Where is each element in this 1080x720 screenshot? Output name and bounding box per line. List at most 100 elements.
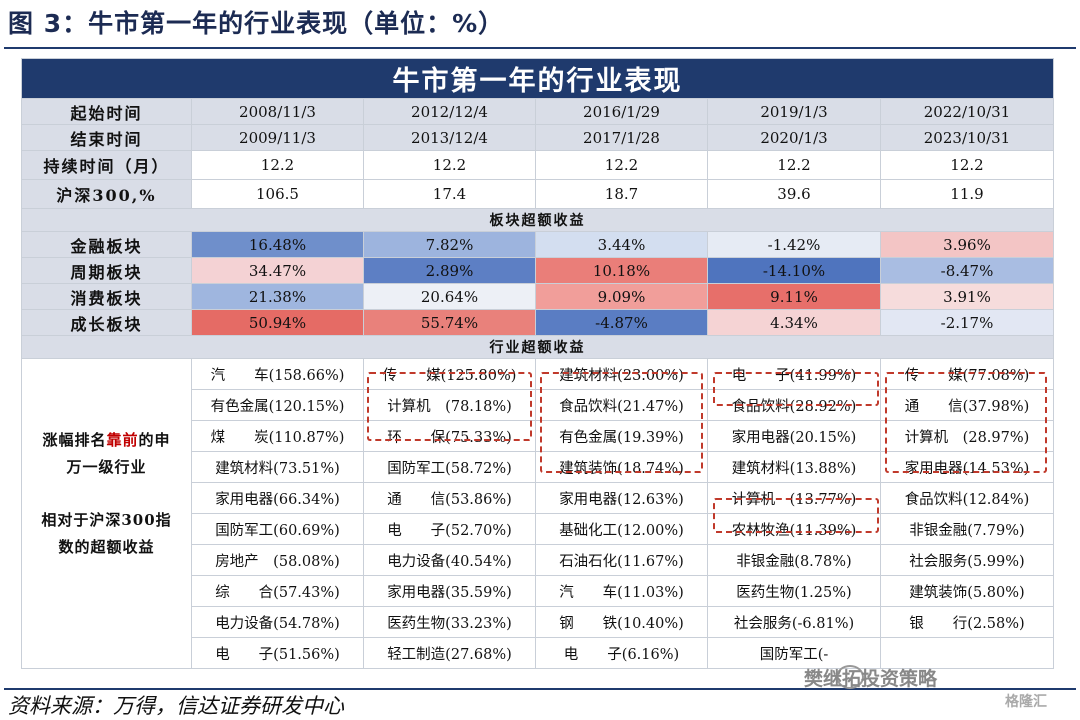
start-label: 起始时间	[21, 98, 192, 125]
industry-row: 国防军工(60.69%) 电 子(52.70%) 基础化工(12.00%) 农林牧渔(…	[22, 513, 1054, 545]
industry-cell: 电力设备(54.78%)	[191, 606, 364, 638]
industry-cell: 石油石化(11.67%)	[535, 544, 708, 576]
sector-row: 成长板块 50.94% 55.74% -4.87% 4.34% -2.17%	[21, 309, 1054, 336]
duration-label: 持续时间（月）	[21, 150, 192, 180]
industry-cell: 国防军工(58.72%)	[363, 451, 536, 483]
side-line1b: 的申	[138, 430, 171, 449]
industry-cell: 银 行(2.58%)	[880, 606, 1054, 638]
hs300-cell: 39.6	[707, 179, 881, 209]
hs300-cell: 11.9	[880, 179, 1054, 209]
sector-value-cell: -8.47%	[880, 257, 1054, 284]
start-cell: 2022/10/31	[880, 98, 1054, 125]
sector-row: 周期板块 34.47% 2.89% 10.18% -14.10% -8.47%	[21, 257, 1054, 284]
industry-cell: 家用电器(35.59%)	[363, 575, 536, 607]
industry-cell: 计算机 (28.97%)	[880, 420, 1054, 452]
sector-rows: 金融板块 16.48% 7.82% 3.44% -1.42% 3.96% 周期板块 34.47…	[21, 231, 1054, 336]
industry-row: 房地产 (58.08%) 电力设备(40.54%) 石油石化(11.67%) 非银金融…	[22, 544, 1054, 576]
industry-cell	[880, 637, 1054, 669]
industry-rows: 涨幅排名靠前的申万一级行业相对于沪深300指 数的超额收益 汽 车(158.66%)…	[21, 358, 1054, 669]
sector-row: 消费板块 21.38% 20.64% 9.09% 9.11% 3.91%	[21, 283, 1054, 310]
industry-cell: 医药生物(33.23%)	[363, 606, 536, 638]
industry-cell: 钢 铁(10.40%)	[535, 606, 708, 638]
duration-cell: 12.2	[707, 150, 881, 180]
industry-cell: 煤 炭(110.87%)	[191, 420, 364, 452]
industry-cell: 电力设备(40.54%)	[363, 544, 536, 576]
watermark-logo: 格隆汇	[1005, 694, 1047, 710]
industry-cell: 家用电器(66.34%)	[191, 482, 364, 514]
industry-cell: 社会服务(-6.81%)	[707, 606, 881, 638]
industry-cell: 环 保(75.33%)	[363, 420, 536, 452]
industry-row: 涨幅排名靠前的申万一级行业相对于沪深300指 数的超额收益 汽 车(158.66%)…	[21, 358, 1054, 669]
sector-value-cell: -4.87%	[535, 309, 708, 336]
side-line2: 万一级行业	[66, 457, 147, 476]
industry-cell: 社会服务(5.99%)	[880, 544, 1054, 576]
industry-cell: 轻工制造(27.68%)	[363, 637, 536, 669]
duration-cell: 12.2	[363, 150, 536, 180]
figure-title: 图 3：牛市第一年的行业表现（单位：%）	[8, 9, 505, 38]
industry-row: 电 子(51.56%) 轻工制造(27.68%) 电 子(6.16%) 国防军工(-	[22, 637, 1054, 669]
top-rule	[4, 47, 1076, 49]
industry-cell: 国防军工(-	[707, 637, 881, 669]
start-cell: 2019/1/3	[707, 98, 881, 125]
side-line4: 数的超额收益	[58, 537, 155, 556]
industry-cell: 建筑材料(73.51%)	[191, 451, 364, 483]
sector-value-cell: 3.96%	[880, 231, 1054, 258]
end-cell: 2023/10/31	[880, 124, 1054, 151]
sector-label: 金融板块	[21, 231, 192, 258]
industry-cell: 通 信(37.98%)	[880, 389, 1054, 421]
sector-section-title: 板块超额收益	[21, 208, 1054, 232]
industry-cell: 通 信(53.86%)	[363, 482, 536, 514]
side-line1a: 涨幅排名	[42, 430, 107, 449]
hs300-cell: 17.4	[363, 179, 536, 209]
sector-label: 成长板块	[21, 309, 192, 336]
industry-cell: 房地产 (58.08%)	[191, 544, 364, 576]
hs300-cell: 106.5	[191, 179, 364, 209]
industry-cell: 建筑装饰(5.80%)	[880, 575, 1054, 607]
industry-row: 建筑材料(73.51%) 国防军工(58.72%) 建筑装饰(18.74%) 建筑材料…	[22, 451, 1054, 483]
sector-value-cell: -2.17%	[880, 309, 1054, 336]
industry-cell: 家用电器(20.15%)	[707, 420, 881, 452]
industry-cell: 医药生物(1.25%)	[707, 575, 881, 607]
sector-row: 金融板块 16.48% 7.82% 3.44% -1.42% 3.96%	[21, 231, 1054, 258]
start-cell: 2016/1/29	[535, 98, 708, 125]
industry-cell: 电 子(41.99%)	[707, 358, 881, 390]
sector-value-cell: 16.48%	[191, 231, 364, 258]
end-label: 结束时间	[21, 124, 192, 151]
sector-value-cell: 9.09%	[535, 283, 708, 310]
sector-value-cell: 34.47%	[191, 257, 364, 284]
industry-cell: 建筑装饰(18.74%)	[535, 451, 708, 483]
sector-value-cell: 3.91%	[880, 283, 1054, 310]
industry-cell: 计算机 (78.18%)	[363, 389, 536, 421]
industry-cell: 有色金属(120.15%)	[191, 389, 364, 421]
sector-value-cell: 4.34%	[707, 309, 881, 336]
industry-cell: 传 媒(77.08%)	[880, 358, 1054, 390]
sector-value-cell: 9.11%	[707, 283, 881, 310]
wechat-icon	[836, 665, 864, 689]
duration-cell: 12.2	[880, 150, 1054, 180]
sector-value-cell: -14.10%	[707, 257, 881, 284]
hs300-label: 沪深300,%	[21, 179, 192, 209]
industry-cell: 国防军工(60.69%)	[191, 513, 364, 545]
industry-cell: 建筑材料(23.00%)	[535, 358, 708, 390]
industry-cell: 计算机 (13.77%)	[707, 482, 881, 514]
industry-cell: 食品饮料(21.47%)	[535, 389, 708, 421]
sector-value-cell: 10.18%	[535, 257, 708, 284]
industry-cell: 非银金融(7.79%)	[880, 513, 1054, 545]
side-line3: 相对于沪深300指	[41, 510, 172, 529]
sector-value-cell: 50.94%	[191, 309, 364, 336]
industry-cell: 食品饮料(12.84%)	[880, 482, 1054, 514]
end-cell: 2017/1/28	[535, 124, 708, 151]
industry-cell: 综 合(57.43%)	[191, 575, 364, 607]
industry-section-title: 行业超额收益	[21, 335, 1054, 359]
side-line1-red: 靠前	[106, 430, 139, 449]
industry-cell: 汽 车(158.66%)	[191, 358, 364, 390]
end-cell: 2013/12/4	[363, 124, 536, 151]
source-note: 资料来源：万得，信达证券研发中心	[8, 694, 344, 718]
industry-row: 煤 炭(110.87%) 环 保(75.33%) 有色金属(19.39%) 家用电器(…	[22, 420, 1054, 452]
industry-cell: 建筑材料(13.88%)	[707, 451, 881, 483]
industry-cell: 家用电器(12.63%)	[535, 482, 708, 514]
sector-label: 消费板块	[21, 283, 192, 310]
bottom-rule	[4, 688, 1076, 690]
sector-value-cell: 20.64%	[363, 283, 536, 310]
industry-cell: 电 子(52.70%)	[363, 513, 536, 545]
